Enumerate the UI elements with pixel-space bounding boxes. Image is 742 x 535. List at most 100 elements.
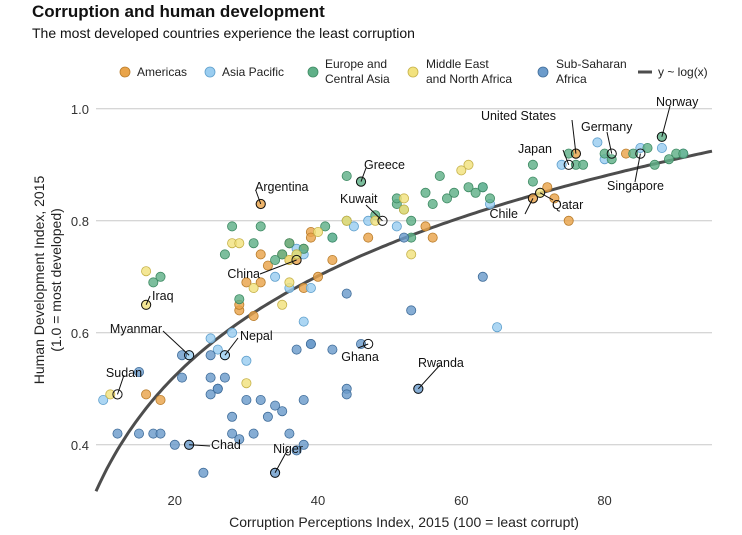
data-point <box>291 445 302 456</box>
data-point <box>212 383 223 394</box>
data-point <box>341 288 352 299</box>
data-point <box>241 394 252 405</box>
data-point <box>169 439 180 450</box>
annotation-label: Sudan <box>106 366 142 380</box>
data-point <box>270 400 281 411</box>
data-point <box>291 344 302 355</box>
annotation-marker <box>291 254 302 266</box>
annotation-label: Norway <box>656 95 699 109</box>
data-point <box>463 182 474 193</box>
data-point <box>398 232 409 243</box>
legend-swatch <box>407 66 419 78</box>
data-point <box>248 282 259 293</box>
data-point <box>298 243 309 254</box>
data-point <box>628 148 639 159</box>
data-point <box>312 271 323 282</box>
data-point <box>363 232 374 243</box>
data-point <box>205 372 216 383</box>
data-point <box>434 170 445 181</box>
data-point <box>148 277 159 288</box>
data-point <box>320 221 331 232</box>
annotations: United States Norway Germany Japan Singapore… <box>106 95 699 478</box>
data-point <box>255 277 266 288</box>
data-point <box>327 232 338 243</box>
data-point <box>492 322 503 333</box>
data-point <box>141 389 152 400</box>
data-point <box>656 142 667 153</box>
data-point <box>341 389 352 400</box>
data-point <box>312 226 323 237</box>
annotation-marker <box>363 338 374 350</box>
data-point <box>327 254 338 265</box>
data-point <box>556 159 567 170</box>
data-point <box>391 221 402 232</box>
data-point <box>98 394 109 405</box>
annotation-label: Japan <box>518 142 552 156</box>
data-point <box>133 366 144 377</box>
annotation-leader <box>524 198 534 215</box>
annotation-label: Germany <box>581 120 633 134</box>
data-point <box>241 277 252 288</box>
annotation-leader <box>571 119 577 154</box>
annotation-label: Greece <box>364 158 405 172</box>
annotation-marker <box>377 215 388 226</box>
data-point <box>255 249 266 260</box>
data-point <box>284 238 295 249</box>
data-point <box>227 411 238 422</box>
data-point <box>398 204 409 215</box>
data-point <box>212 344 223 355</box>
annotation-marker <box>656 131 667 142</box>
annotation-label: Argentina <box>255 180 309 194</box>
data-point <box>298 394 309 405</box>
data-point <box>219 249 230 260</box>
data-point <box>470 187 481 198</box>
legend-label: Europe and Central Asia <box>325 57 390 86</box>
data-point <box>176 350 187 361</box>
annotation-leader <box>357 343 369 349</box>
x-tick-label: 20 <box>168 493 182 508</box>
data-point <box>248 428 259 439</box>
data-point <box>270 271 281 282</box>
chart-title: Corruption and human development <box>32 2 325 21</box>
data-point <box>348 221 359 232</box>
data-point <box>255 394 266 405</box>
data-point <box>219 372 230 383</box>
annotation-label: Singapore <box>607 179 664 193</box>
data-point <box>563 215 574 226</box>
annotation-label: Iraq <box>152 289 174 303</box>
data-point <box>642 142 653 153</box>
y-axis-label: Human Development Index, 2015 (1.0 = mos… <box>31 176 64 385</box>
data-point <box>227 221 238 232</box>
data-point <box>227 428 238 439</box>
y-tick-label: 0.8 <box>71 214 89 229</box>
data-point <box>277 299 288 310</box>
annotation-label: Myanmar <box>110 322 162 336</box>
data-point <box>262 411 273 422</box>
annotation-label: Rwanda <box>418 356 464 370</box>
y-tick-label: 1.0 <box>71 102 89 117</box>
data-point <box>456 165 467 176</box>
annotation-leader <box>117 374 125 395</box>
data-point <box>241 378 252 389</box>
annotation-marker <box>413 383 424 394</box>
annotation-leader <box>189 444 211 447</box>
legend-swatch <box>307 66 319 78</box>
data-point <box>205 389 216 400</box>
data-point <box>664 154 675 165</box>
annotation-marker <box>141 299 152 310</box>
data-point <box>112 428 123 439</box>
data-point <box>649 159 660 170</box>
data-point <box>406 215 417 226</box>
data-point <box>277 406 288 417</box>
data-point <box>427 198 438 209</box>
annotation-marker <box>255 198 266 210</box>
data-point <box>406 305 417 316</box>
data-point <box>542 182 553 193</box>
data-point <box>155 394 166 405</box>
data-point <box>463 159 474 170</box>
annotation-label: Niger <box>273 442 303 456</box>
data-point <box>105 389 116 400</box>
data-point <box>606 154 617 165</box>
data-point <box>578 159 589 170</box>
annotation-label: Nepal <box>240 329 273 343</box>
